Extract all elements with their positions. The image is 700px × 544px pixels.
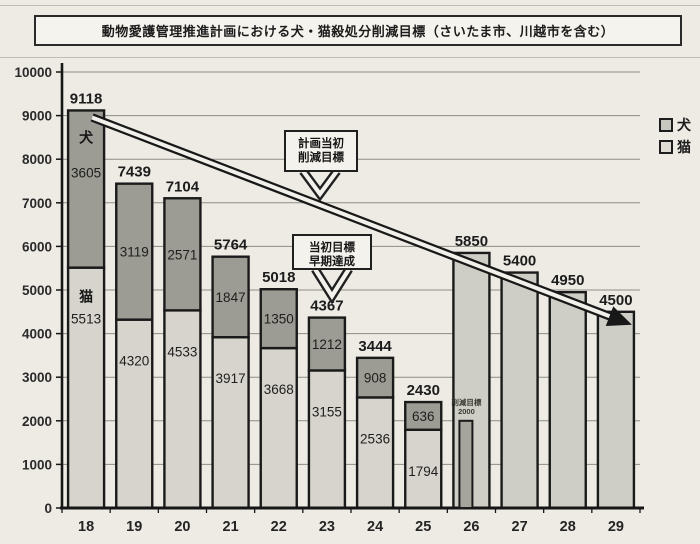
- x-category-label: 18: [78, 519, 94, 535]
- dog-name-label: 犬: [79, 129, 94, 145]
- cat-bar-segment: [163, 309, 202, 510]
- cat-value-label: 2536: [360, 431, 390, 446]
- cat-bar-segment: [115, 318, 154, 510]
- x-category-label: 21: [223, 519, 239, 535]
- cat-name-label: 猫: [79, 289, 93, 305]
- bar-total-label: 3444: [358, 338, 392, 355]
- sub-target-value: 2000: [458, 407, 475, 416]
- annotation-text: 計画当初: [298, 136, 344, 150]
- callout-arrow-core: [313, 267, 351, 300]
- bar-total-label: 5018: [262, 269, 295, 286]
- dog-swatch-icon: [659, 118, 673, 132]
- y-tick-label: 2000: [22, 414, 52, 429]
- bar-total-label: 7104: [166, 178, 200, 195]
- y-tick-label: 0: [44, 501, 52, 516]
- dog-value-label: 908: [364, 371, 387, 386]
- cat-value-label: 5513: [71, 312, 101, 327]
- cat-swatch-icon: [659, 140, 673, 154]
- x-category-label: 20: [174, 519, 190, 535]
- annotation-box: [284, 130, 358, 172]
- bar-total-label: 7439: [118, 164, 151, 181]
- y-tick-label: 8000: [22, 152, 52, 167]
- cat-bar-segment: [211, 336, 250, 510]
- legend-label-cat: 猫: [677, 139, 691, 155]
- dog-value-label: 2571: [167, 247, 197, 262]
- bar-total-label: 4950: [551, 272, 584, 289]
- cat-bar-segment: [259, 346, 298, 510]
- dog-value-label: 3119: [120, 245, 149, 260]
- dog-bar-segment: [66, 109, 106, 269]
- dog-bar-segment: [115, 182, 154, 321]
- x-category-label: 19: [126, 519, 142, 535]
- target-line-core: [91, 115, 614, 320]
- y-tick-label: 5000: [22, 283, 52, 298]
- legend-item-dog: 犬: [659, 118, 691, 132]
- target-bar: [596, 310, 636, 510]
- sub-target-bar: [458, 419, 474, 509]
- y-tick-label: 1000: [22, 457, 52, 472]
- legend-label-dog: 犬: [677, 117, 691, 133]
- dog-bar-segment: [211, 255, 250, 339]
- y-tick-label: 7000: [22, 196, 52, 211]
- cat-value-label: 4320: [119, 354, 149, 369]
- cat-value-label: 1794: [408, 464, 439, 479]
- cat-value-label: 3917: [216, 371, 246, 386]
- y-tick-label: 4000: [22, 327, 52, 342]
- dog-bar-segment: [404, 400, 443, 431]
- dog-value-label: 3605: [71, 165, 101, 180]
- legend: 犬 猫: [659, 118, 691, 154]
- bar-total-label: 9118: [70, 90, 103, 107]
- annotation-text: 早期達成: [309, 254, 355, 268]
- dog-value-label: 1847: [216, 290, 246, 305]
- x-category-label: 27: [512, 519, 528, 535]
- dog-value-label: 636: [412, 409, 435, 424]
- target-bar: [500, 271, 539, 510]
- callout-arrow-outline: [311, 266, 353, 305]
- y-tick-label: 6000: [22, 239, 52, 254]
- x-category-label: 26: [463, 519, 479, 535]
- dog-bar-segment: [355, 356, 395, 399]
- y-tick-label: 9000: [22, 109, 52, 124]
- annotation-box: [292, 234, 372, 270]
- x-category-label: 25: [415, 519, 431, 535]
- cat-value-label: 3155: [312, 404, 342, 419]
- dog-bar-segment: [163, 197, 202, 312]
- target-line-arrowhead-icon: [605, 306, 632, 326]
- dog-bar-segment: [259, 288, 298, 350]
- bar-total-label: 5850: [455, 233, 488, 250]
- bar-total-label: 5400: [503, 253, 536, 270]
- cat-value-label: 3668: [264, 382, 294, 397]
- scan-artifact-line-top: [0, 5, 700, 6]
- callout-arrow-core: [301, 169, 339, 198]
- bar-total-label: 5764: [214, 237, 248, 254]
- target-bar: [548, 290, 587, 510]
- annotation-text: 当初目標: [309, 240, 355, 254]
- chart-title: 動物愛護管理推進計画における犬・猫殺処分削減目標（さいたま市、川越市を含む）: [101, 24, 615, 39]
- scan-artifact-line-under-title: [0, 57, 700, 58]
- cat-value-label: 4533: [167, 344, 197, 359]
- annotation-text: 削減目標: [298, 150, 344, 164]
- x-category-label: 24: [367, 519, 383, 535]
- cat-bar-segment: [355, 396, 395, 510]
- dog-bar-segment: [307, 316, 347, 372]
- y-tick-label: 3000: [22, 370, 52, 385]
- legend-item-cat: 猫: [659, 140, 691, 154]
- cat-bar-segment: [307, 369, 347, 510]
- sub-target-label: 削減目標: [451, 397, 481, 407]
- x-category-label: 23: [319, 519, 335, 535]
- x-category-label: 29: [608, 519, 624, 535]
- y-tick-label: 10000: [14, 65, 52, 80]
- dog-value-label: 1212: [312, 337, 342, 352]
- bar-total-label: 2430: [407, 382, 440, 399]
- chart-title-box: 動物愛護管理推進計画における犬・猫殺処分削減目標（さいたま市、川越市を含む）: [34, 15, 682, 46]
- x-category-label: 22: [271, 519, 287, 535]
- x-category-label: 28: [560, 519, 576, 535]
- bar-total-label: 4367: [310, 298, 343, 315]
- bar-total-label: 4500: [599, 292, 632, 309]
- dog-value-label: 1350: [264, 312, 294, 327]
